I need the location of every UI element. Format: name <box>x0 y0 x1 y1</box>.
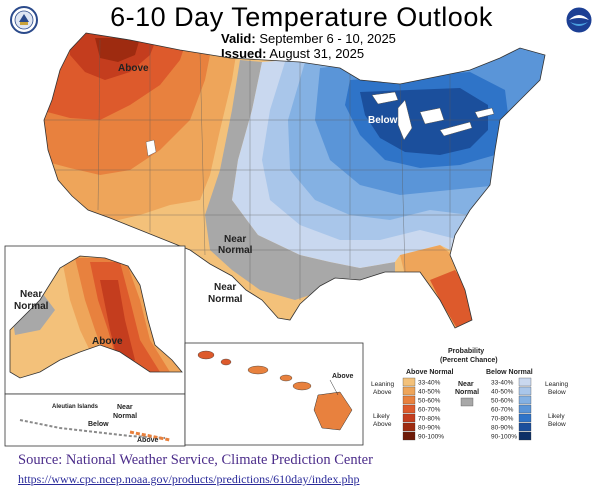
legend-leaning-below-b: Below <box>548 389 566 396</box>
legend-leaning-above-a: Leaning <box>371 381 395 388</box>
legend-leaning-below-a: Leaning <box>545 381 569 388</box>
label-above-nw: Above <box>118 63 149 74</box>
legend-below-swatch <box>518 422 532 432</box>
issued-label: Issued: <box>221 46 267 61</box>
legend-near-swatch <box>460 397 474 407</box>
legend-below-range: 33-40% <box>491 380 514 387</box>
hawaii-map <box>197 350 353 431</box>
label-below-ne: Below <box>368 115 398 126</box>
valid-dates: Valid: September 6 - 10, 2025 <box>221 31 396 46</box>
legend-above-range: 33-40% <box>418 380 441 387</box>
legend-likely-below-a: Likely <box>548 413 565 420</box>
legend-below-range: 70-80% <box>491 416 514 423</box>
legend-below-range: 50-60% <box>491 398 514 405</box>
legend-above-range: 60-70% <box>418 407 441 414</box>
label-aleutian-below: Below <box>88 421 109 428</box>
label-near-normal-2b: Normal <box>208 294 243 305</box>
legend-above-swatch <box>402 395 416 405</box>
legend-above-swatch <box>402 413 416 423</box>
legend-below-swatch <box>518 413 532 423</box>
map-title: 6-10 Day Temperature Outlook <box>110 2 493 32</box>
legend-near-header-a: Near <box>458 381 474 388</box>
legend-below-range: 60-70% <box>491 407 514 414</box>
issued-value: August 31, 2025 <box>269 46 365 61</box>
label-ak-above: Above <box>92 336 123 347</box>
label-ak-near-b: Normal <box>14 301 49 312</box>
legend-title-a: Probability <box>448 348 484 355</box>
source-url-link[interactable]: https://www.cpc.ncep.noaa.gov/products/p… <box>18 472 360 486</box>
legend-likely-above-a: Likely <box>373 413 390 420</box>
label-aleutian-near-b: Normal <box>113 413 137 420</box>
source-credit: Source: National Weather Service, Climat… <box>18 452 373 468</box>
noaa-logo-icon <box>565 6 593 34</box>
legend-below-header: Below Normal <box>486 369 533 376</box>
legend-above-swatch <box>402 431 416 441</box>
legend-below-range: 40-50% <box>491 389 514 396</box>
legend-below-range: 80-90% <box>491 425 514 432</box>
legend-above-range: 90-100% <box>418 434 444 441</box>
label-aleutian-above: Above <box>137 437 159 444</box>
near-normal <box>205 60 395 300</box>
label-aleutian-near-a: Near <box>117 404 133 411</box>
label-aleutian-title: Aleutian Islands <box>52 404 99 410</box>
label-near-normal-1b: Normal <box>218 245 253 256</box>
conus-outline <box>43 32 546 329</box>
legend-below-swatch <box>518 395 532 405</box>
legend-above-swatch <box>402 377 416 387</box>
legend-likely-below-b: Below <box>548 421 566 428</box>
legend-likely-above-b: Above <box>373 421 392 428</box>
legend-below-swatch <box>518 404 532 414</box>
legend-above-range: 50-60% <box>418 398 441 405</box>
legend-below-swatch <box>518 377 532 387</box>
legend-leaning-above-b: Above <box>373 389 392 396</box>
legend-above-swatch <box>402 386 416 396</box>
legend-below-range: 90-100% <box>491 434 517 441</box>
above-80-90 <box>95 38 140 62</box>
issued-date: Issued: August 31, 2025 <box>221 46 364 61</box>
legend-above-swatch <box>402 422 416 432</box>
legend-above-swatch <box>402 404 416 414</box>
legend-above-range: 80-90% <box>418 425 441 432</box>
legend-below-swatch <box>518 431 532 441</box>
legend-below-swatch <box>518 386 532 396</box>
label-ak-near-a: Near <box>20 289 42 300</box>
legend-title-b: (Percent Chance) <box>440 357 498 364</box>
label-near-normal-1a: Near <box>224 234 246 245</box>
legend-near-header-b: Normal <box>455 389 479 396</box>
legend-above-header: Above Normal <box>406 369 454 376</box>
legend: Probability (Percent Chance) Above Norma… <box>371 348 569 441</box>
legend-above-range: 40-50% <box>418 389 441 396</box>
valid-value: September 6 - 10, 2025 <box>259 31 396 46</box>
legend-above-range: 70-80% <box>418 416 441 423</box>
label-near-normal-2a: Near <box>214 282 236 293</box>
label-hi-above: Above <box>332 373 354 380</box>
valid-label: Valid: <box>221 31 256 46</box>
doc-seal-icon <box>10 6 38 34</box>
